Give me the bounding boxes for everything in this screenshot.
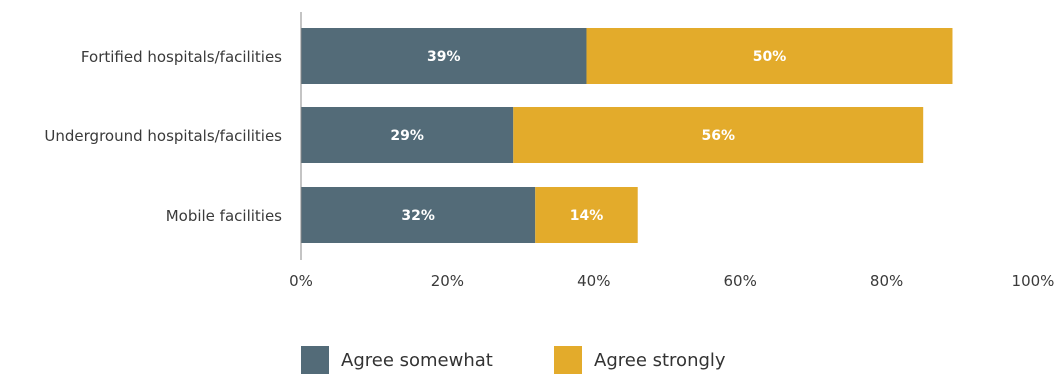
bar-value-label: 50% [753, 49, 787, 65]
bar-labels-group: 39% 50% 29% 56% 32% 14% [390, 49, 786, 224]
bar-agree-somewhat-2 [301, 187, 536, 243]
category-label: Fortified hospitals/facilities [81, 48, 282, 66]
category-label: Mobile facilities [166, 207, 282, 225]
bar-value-label: 29% [390, 128, 424, 144]
category-label: Underground hospitals/facilities [44, 127, 282, 145]
bar-value-label: 39% [427, 49, 461, 65]
x-axis-ticks-group: 0% 20% 40% 60% 80% 100% [289, 272, 1054, 290]
legend-swatch [554, 346, 582, 374]
bar-agree-strongly-0 [586, 28, 953, 84]
x-tick-label: 60% [724, 272, 757, 290]
legend: Agree somewhat Agree strongly [301, 346, 726, 374]
legend-label: Agree somewhat [341, 350, 493, 371]
bar-agree-somewhat-0 [301, 28, 587, 84]
x-tick-label: 20% [431, 272, 464, 290]
bars-group [301, 28, 953, 243]
x-tick-label: 0% [289, 272, 313, 290]
category-labels-group: Fortified hospitals/facilities Undergroun… [44, 48, 282, 225]
bar-agree-strongly-1 [513, 107, 924, 163]
bar-value-label: 56% [701, 128, 735, 144]
bar-value-label: 14% [570, 208, 604, 224]
bar-value-label: 32% [401, 208, 435, 224]
bar-agree-strongly-2 [535, 187, 638, 243]
x-tick-label: 100% [1012, 272, 1055, 290]
legend-swatch [301, 346, 329, 374]
x-tick-label: 80% [870, 272, 903, 290]
x-tick-label: 40% [577, 272, 610, 290]
legend-label: Agree strongly [594, 350, 726, 371]
bar-agree-somewhat-1 [301, 107, 514, 163]
